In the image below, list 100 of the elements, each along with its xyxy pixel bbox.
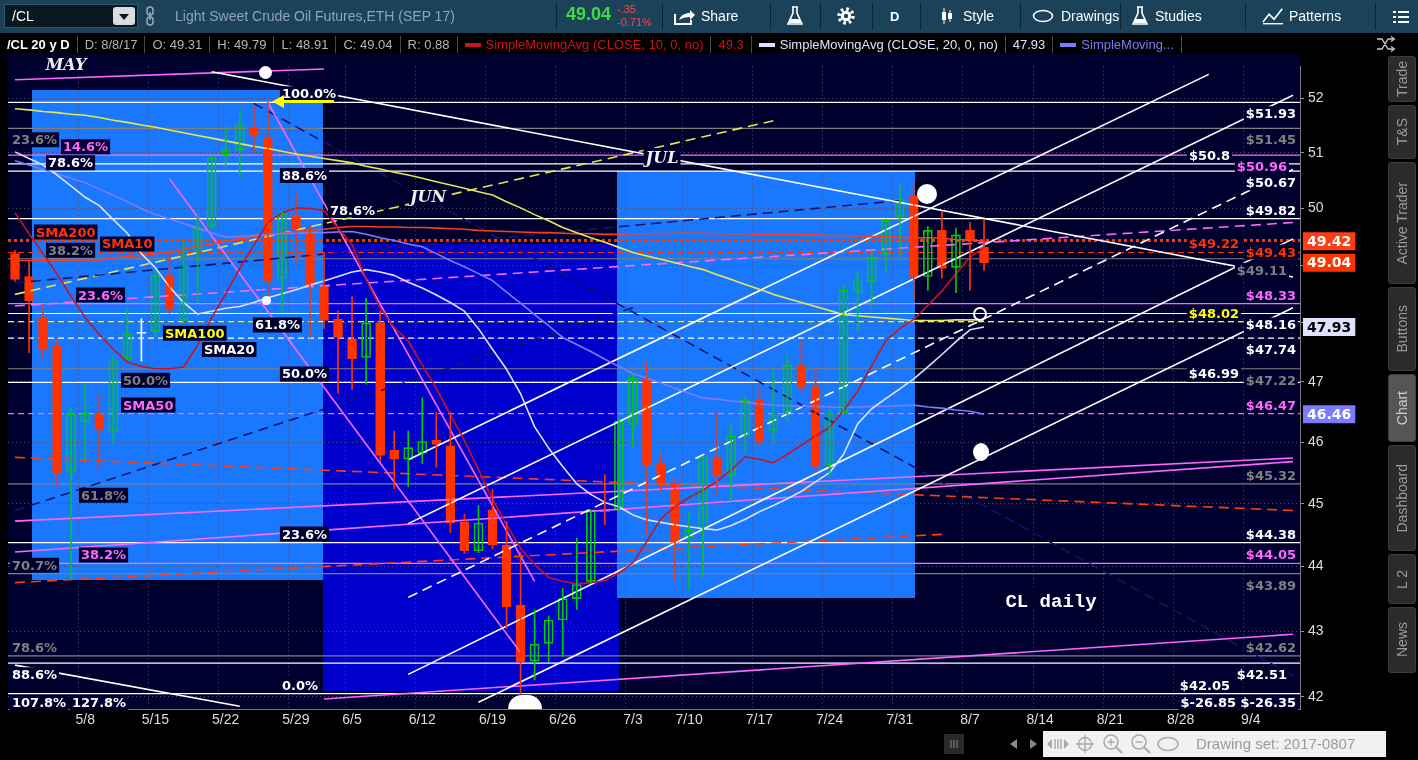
annotation: $-26.35 bbox=[1240, 695, 1296, 710]
x-tick-label: 7/31 bbox=[886, 711, 914, 728]
text: H: 49.79 bbox=[210, 35, 275, 53]
ref-line-label: $48.02 bbox=[1188, 305, 1240, 321]
annotation: 23.6% bbox=[281, 526, 327, 542]
text: Trade bbox=[1394, 60, 1410, 98]
x-tick-label: 5/22 bbox=[212, 711, 240, 728]
annotation: 107.8% bbox=[12, 695, 67, 710]
annotation: 50.0% bbox=[123, 372, 169, 388]
x-tick-label: 8/14 bbox=[1026, 711, 1055, 728]
annotation: 23.6% bbox=[78, 287, 124, 303]
text: /CL bbox=[12, 8, 34, 25]
ref-line-label: $42.51 bbox=[1236, 667, 1288, 683]
annotation: 14.6% bbox=[63, 139, 109, 155]
text: 47.93 bbox=[1307, 318, 1352, 335]
annotation: 23.6% bbox=[12, 132, 58, 148]
y-tick-label: 44 bbox=[1308, 557, 1324, 574]
ref-line-label: $42.05 bbox=[1179, 677, 1231, 693]
annotation: SMA10 bbox=[102, 236, 153, 252]
text: 49.42 bbox=[1307, 232, 1352, 249]
annotation: 38.2% bbox=[81, 547, 127, 563]
annotation: 78.6% bbox=[48, 155, 94, 171]
ref-line-label: $48.33 bbox=[1245, 287, 1297, 303]
text: -0.71% bbox=[617, 16, 652, 28]
text: 49.04 bbox=[566, 4, 612, 24]
text: Patterns bbox=[1289, 8, 1342, 25]
y-tick-label: 52 bbox=[1308, 89, 1324, 106]
ref-line-label: $49.22 bbox=[1188, 236, 1240, 252]
y-tick-label: 43 bbox=[1308, 621, 1324, 638]
ref-line-label: $44.38 bbox=[1245, 526, 1297, 542]
x-tick-label: 5/29 bbox=[282, 711, 310, 728]
annotation: 70.7% bbox=[12, 557, 58, 573]
ref-line-label: $50.67 bbox=[1245, 175, 1297, 191]
x-tick-label: 8/21 bbox=[1096, 711, 1125, 728]
annotation: 61.8% bbox=[81, 487, 127, 503]
annotation: 100.0% bbox=[281, 86, 337, 102]
text: D bbox=[890, 8, 900, 25]
text: 46.46 bbox=[1307, 405, 1352, 422]
annotation: SMA20 bbox=[204, 342, 255, 358]
x-tick-label: 5/8 bbox=[75, 711, 96, 728]
annotation: 0.0% bbox=[281, 677, 318, 693]
annotation: 50.0% bbox=[281, 366, 327, 382]
x-tick-label: 7/24 bbox=[815, 711, 844, 728]
x-tick-label: 7/3 bbox=[623, 711, 643, 728]
x-tick-label: 8/7 bbox=[960, 711, 980, 728]
text: Drawing set: 2017-0807 bbox=[1196, 735, 1356, 752]
ref-line-label: $49.82 bbox=[1245, 202, 1297, 218]
y-tick-label: 45 bbox=[1308, 494, 1324, 511]
text: 49.3 bbox=[711, 35, 752, 53]
text: /CL 20 y D bbox=[0, 35, 78, 53]
text: SimpleMovingAvg (CLOSE, 10, 0, no) bbox=[485, 36, 704, 52]
text: Drawings bbox=[1061, 8, 1120, 25]
text: L: 48.91 bbox=[274, 35, 337, 53]
text: SimpleMovingAvg (CLOSE, 20, 0, no) bbox=[779, 36, 998, 52]
text: Studies bbox=[1155, 8, 1202, 25]
x-tick-label: 7/10 bbox=[675, 711, 703, 728]
y-tick-label: 42 bbox=[1308, 687, 1324, 704]
annotation: MAY bbox=[44, 55, 88, 74]
text: 47.93 bbox=[1005, 35, 1054, 53]
annotation: 88.6% bbox=[281, 167, 327, 183]
y-tick-label: 51 bbox=[1308, 143, 1324, 160]
annotation: 38.2% bbox=[48, 242, 94, 258]
text: D: 8/8/17 bbox=[77, 35, 146, 53]
ref-line-label: $49.43 bbox=[1245, 244, 1297, 260]
ref-line-label: $49.11 bbox=[1236, 262, 1288, 278]
ref-line-label: $51.45 bbox=[1245, 132, 1297, 148]
text: 49.04 bbox=[1307, 254, 1352, 271]
chart-title: Light Sweet Crude Oil Futures,ETH (SEP 17) bbox=[175, 8, 455, 25]
text: T&S bbox=[1394, 118, 1410, 146]
annotation: SMA100 bbox=[165, 325, 225, 341]
text: -.35 bbox=[617, 3, 636, 15]
x-tick-label: 9/4 bbox=[1241, 711, 1261, 728]
x-tick-label: 5/15 bbox=[141, 711, 170, 728]
annotation: CL daily bbox=[1005, 591, 1098, 613]
ref-line-label: $42.62 bbox=[1245, 639, 1297, 655]
y-tick-label: 47 bbox=[1308, 372, 1324, 389]
annotation: JUL bbox=[642, 148, 679, 167]
text: Chart bbox=[1394, 390, 1410, 426]
x-tick-label: 6/12 bbox=[408, 711, 437, 728]
annotation: SMA50 bbox=[123, 397, 174, 413]
text: Dashboard bbox=[1394, 463, 1410, 533]
text: Active Trader bbox=[1394, 181, 1410, 265]
x-tick-label: 6/26 bbox=[549, 711, 577, 728]
ref-line-label: $47.22 bbox=[1245, 372, 1297, 388]
annotation: 61.8% bbox=[254, 317, 300, 333]
annotation: 127.8% bbox=[72, 695, 127, 710]
ref-line-label: $43.89 bbox=[1245, 577, 1297, 593]
text: SimpleMoving... bbox=[1081, 36, 1174, 52]
ref-line-label: $50.8 bbox=[1188, 147, 1230, 163]
text: Share bbox=[701, 8, 739, 25]
ref-line-label: $50.96 bbox=[1236, 159, 1288, 175]
text: R: 0.88 bbox=[400, 35, 458, 53]
ref-line-label: $51.93 bbox=[1245, 106, 1297, 122]
annotation: SMA200 bbox=[36, 224, 96, 240]
ref-line-label: $47.74 bbox=[1245, 342, 1297, 358]
ref-line-label: $45.32 bbox=[1245, 467, 1297, 483]
x-tick-label: 7/17 bbox=[745, 711, 774, 728]
ref-line-label: $46.99 bbox=[1188, 366, 1240, 382]
ref-line-label: $46.47 bbox=[1245, 397, 1297, 413]
text: Buttons bbox=[1394, 305, 1410, 353]
